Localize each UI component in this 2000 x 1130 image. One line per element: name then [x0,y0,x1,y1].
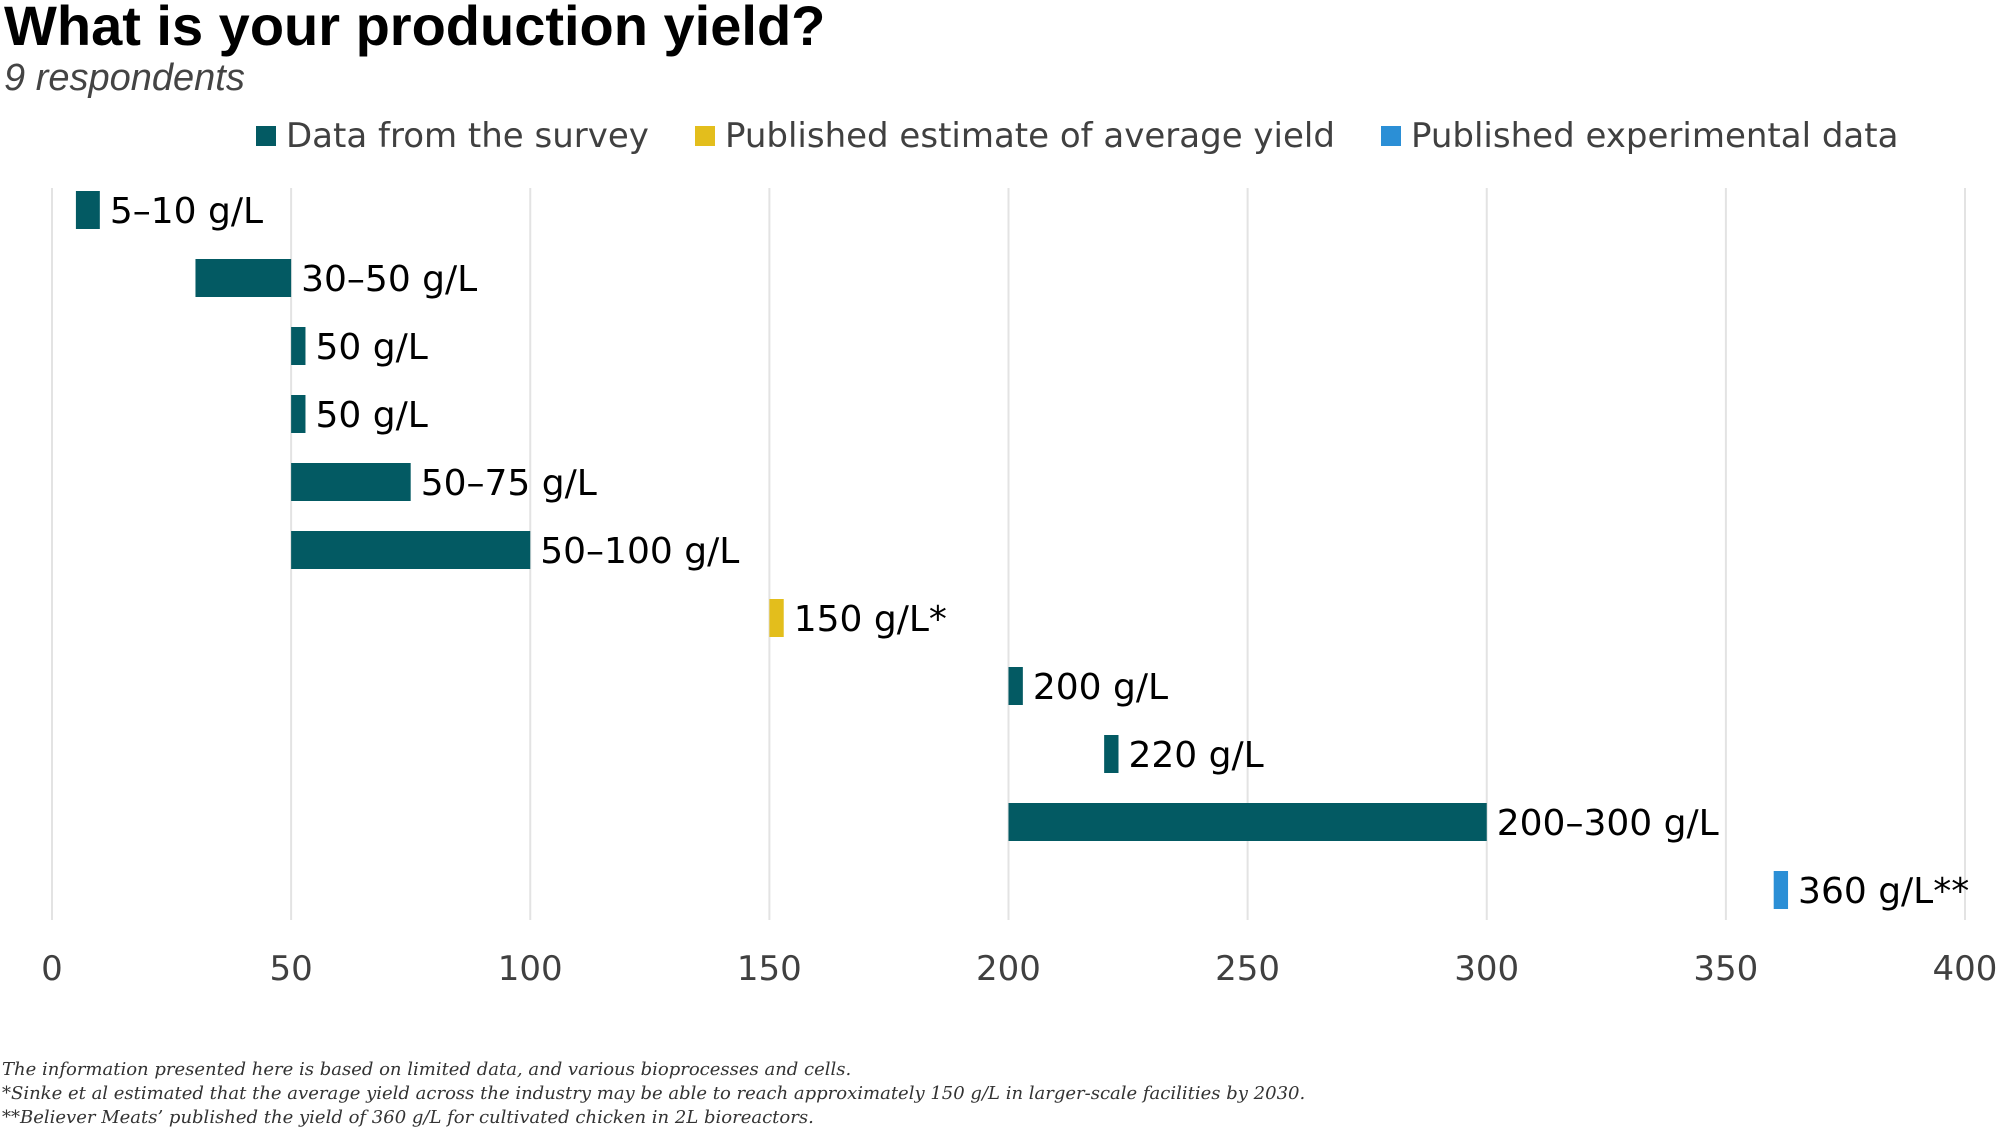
chart-title: What is your production yield? [4,0,826,57]
x-tick-label: 300 [1454,949,1519,989]
bar-label-10: 360 g/L** [1798,871,1969,912]
yield-bar-chart: 5–10 g/L 30–50 g/L 50 g/L 50 g/L 50–75 g/L 50… [41,188,1997,989]
bar-0 [75,191,100,229]
footnote-believer: **Believer Meats’ published the yield of… [2,1107,814,1128]
legend-item-experimental: Published experimental data [1380,116,1899,156]
bar-4 [291,463,411,501]
bar-label-9: 200–300 g/L [1497,803,1719,844]
x-tick-label: 150 [737,949,802,989]
legend-swatch-experimental [1380,126,1401,146]
bar-label-4: 50–75 g/L [421,463,597,504]
bar-9 [1008,803,1487,841]
bar-8 [1104,735,1119,773]
bar-label-7: 200 g/L [1033,667,1168,708]
legend-item-survey: Data from the survey [256,116,649,156]
bar-label-5: 50–100 g/L [540,531,739,572]
x-tick-label: 350 [1693,949,1758,989]
bar-label-1: 30–50 g/L [301,259,477,300]
legend-label-estimate: Published estimate of average yield [724,116,1335,156]
bar-1 [195,259,292,297]
gridlines [51,188,1966,920]
x-tick-label: 200 [976,949,1041,989]
x-tick-label: 50 [269,949,312,989]
bar-2 [291,327,306,365]
legend-swatch-estimate [694,126,715,146]
legend-item-estimate: Published estimate of average yield [694,116,1335,156]
footnote-general: The information presented here is based … [2,1059,852,1080]
x-axis-ticks: 0 50 100 150 200 250 300 350 400 [41,949,1997,989]
chart-legend: Data from the survey Published estimate … [256,116,1944,156]
bar-10 [1773,871,1789,909]
bar-label-0: 5–10 g/L [110,191,263,232]
bar-7 [1008,667,1023,705]
bar-label-3: 50 g/L [315,395,427,436]
bar-3 [291,395,306,433]
x-tick-label: 0 [41,949,63,989]
bar-5 [291,531,531,569]
legend-swatch-survey [256,126,276,146]
bar-label-2: 50 g/L [315,327,427,368]
footnote-sinke: *Sinke et al estimated that the average … [2,1083,1306,1104]
x-tick-label: 100 [498,949,563,989]
bars-group [75,191,1789,909]
x-tick-label: 250 [1215,949,1280,989]
bar-labels-group: 5–10 g/L 30–50 g/L 50 g/L 50 g/L 50–75 g/L 50… [110,191,1969,912]
legend-label-experimental: Published experimental data [1410,116,1899,156]
legend-label-survey: Data from the survey [286,116,649,156]
footnotes: The information presented here is based … [2,1058,1305,1130]
x-tick-label: 400 [1933,949,1998,989]
bar-label-8: 220 g/L [1128,735,1263,776]
bar-label-6: 150 g/L* [794,599,947,640]
bar-6 [769,599,784,637]
chart-subtitle: 9 respondents [4,57,245,99]
